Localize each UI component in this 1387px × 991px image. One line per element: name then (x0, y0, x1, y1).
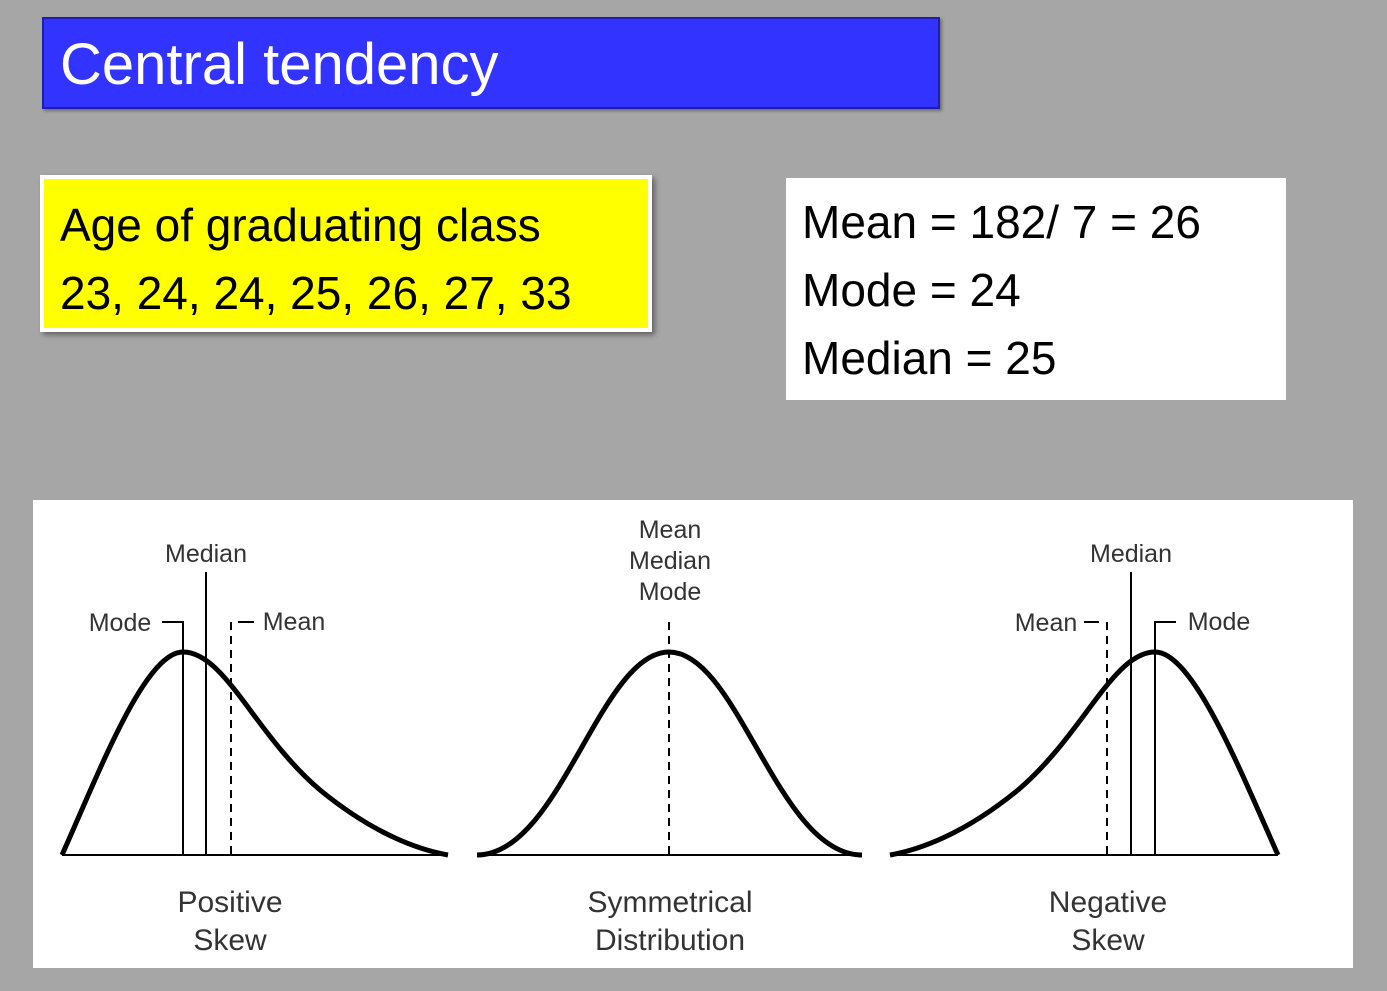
diagram-label: Mode (1188, 608, 1251, 636)
diagram-label: Mode (89, 609, 152, 637)
diagram-label: Median (629, 547, 711, 575)
diagram-caption: Skew (193, 924, 267, 957)
diagram-label: Mean (263, 608, 326, 636)
diagram-label: Mode (639, 578, 702, 606)
diagram-label: Median (165, 540, 247, 568)
age-box: Age of graduating class 23, 24, 24, 25, … (40, 175, 652, 332)
diagram-label: Median (1090, 540, 1172, 568)
diagram-caption: Negative (1049, 886, 1167, 919)
stats-line: Mode = 24 (802, 264, 1021, 316)
stats-line: Median = 25 (802, 332, 1057, 384)
stats-box: Mean = 182/ 7 = 26 Mode = 24 Median = 25 (786, 178, 1286, 400)
slide-title: Central tendency (42, 17, 940, 109)
diagram-caption: Positive (177, 886, 282, 919)
diagram-bg (33, 500, 1353, 968)
diagram-caption: Distribution (595, 924, 745, 957)
curve (889, 649, 1281, 858)
diagram-label: Mean (639, 516, 702, 544)
age-line: 23, 24, 24, 25, 26, 27, 33 (60, 267, 572, 319)
diagram-caption: Skew (1071, 924, 1145, 957)
diagram-label: Mean (1015, 609, 1078, 637)
stats-line: Mean = 182/ 7 = 26 (802, 196, 1201, 248)
age-line: Age of graduating class (60, 199, 541, 251)
skew-diagram: Median Mode Mean Positive Skew Mean Medi… (33, 500, 1353, 968)
curve (59, 649, 449, 858)
mode-line (162, 621, 184, 855)
diagram-caption: Symmetrical (587, 886, 752, 919)
mode-line (1154, 621, 1176, 855)
